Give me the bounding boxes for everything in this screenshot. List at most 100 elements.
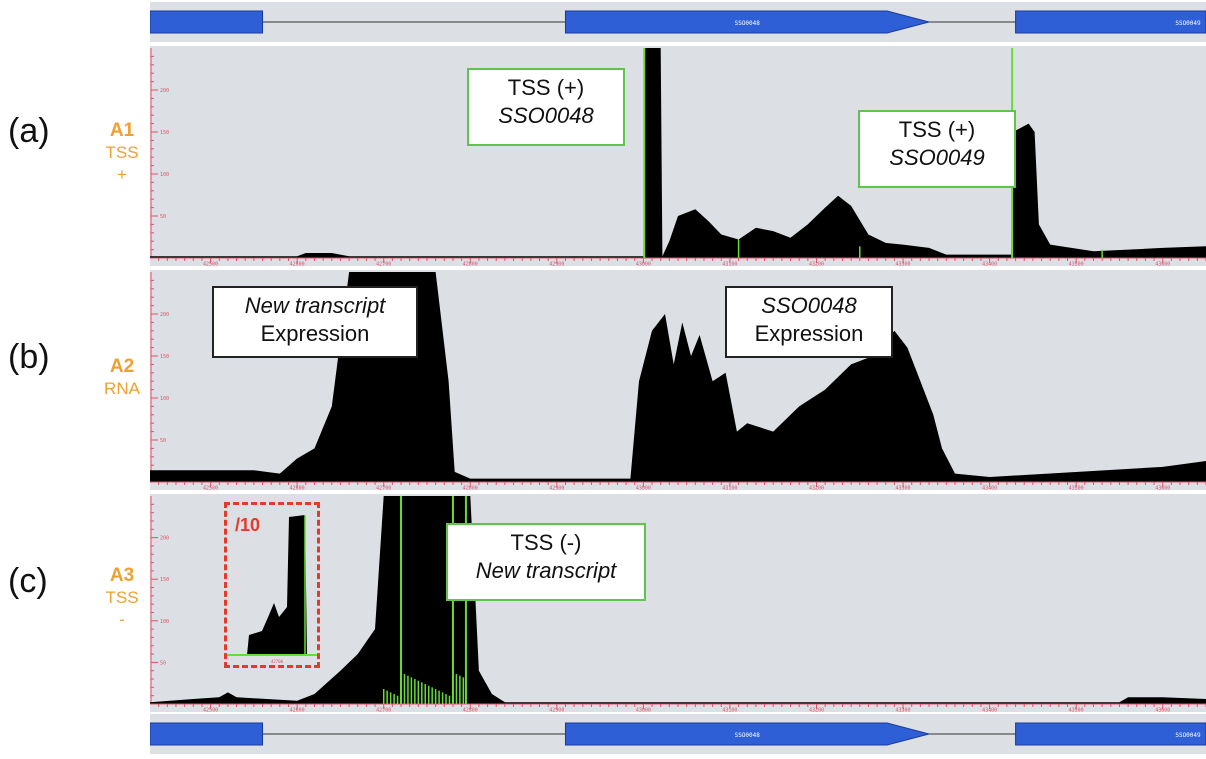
y-tick-label: 50 xyxy=(160,438,166,444)
track-sub-a2: RNA xyxy=(104,379,140,398)
annotation-line1: TSS (+) xyxy=(507,75,585,100)
gene-block xyxy=(149,722,264,746)
y-tick-label: 100 xyxy=(160,619,169,625)
annotation-tss-sso0048: TSS (+) SSO0048 xyxy=(467,68,625,146)
inset-scale-label: /10 xyxy=(235,515,261,535)
annotation-sso0048-expression: SSO0048 Expression xyxy=(725,286,893,358)
track-sign-a3: - xyxy=(119,610,125,629)
annotation-line2: Expression xyxy=(260,321,370,346)
x-tick-label: 43300 xyxy=(896,262,911,267)
x-tick-label: 43300 xyxy=(896,708,911,713)
x-tick-label: 43000 xyxy=(636,708,651,713)
x-tick-label: 43100 xyxy=(722,262,737,267)
inset-svg: 42700 xyxy=(227,515,317,664)
track-id-a1: A1 xyxy=(109,120,135,141)
gene-track-top: SSO0048 SSO0049 xyxy=(149,2,1206,42)
gene-track-top-svg: SSO0048 SSO0049 xyxy=(149,10,1206,34)
x-tick-label: 43600 xyxy=(1155,262,1170,267)
track-label-a1: A1 TSS + xyxy=(96,120,148,186)
y-tick-label: 150 xyxy=(160,577,169,583)
x-tick-label: 43400 xyxy=(982,486,997,491)
x-tick-label: 43000 xyxy=(636,262,651,267)
x-tick-label: 42800 xyxy=(463,486,478,491)
annotation-line1: New transcript xyxy=(244,293,386,318)
annotation-line1: TSS (-) xyxy=(510,530,582,555)
gene-block xyxy=(1015,10,1206,34)
x-tick-label: 42900 xyxy=(549,262,564,267)
x-tick-label: 43200 xyxy=(809,262,824,267)
x-tick-label: 42600 xyxy=(290,708,305,713)
gene-label: SSO0048 xyxy=(735,20,761,27)
x-tick-label: 43200 xyxy=(809,708,824,713)
x-tick-label: 43500 xyxy=(1069,262,1084,267)
annotation-line2: SSO0048 xyxy=(498,103,594,128)
annotation-tss-sso0049: TSS (+) SSO0049 xyxy=(858,110,1016,188)
gene-block xyxy=(149,10,264,34)
gene-label: SSO0048 xyxy=(735,732,761,739)
track-a1: 50 100 150 200 42500 42600 42700 42800 42900 4300… xyxy=(150,46,1206,266)
annotation-tss-minus: TSS (-) New transcript xyxy=(446,523,646,601)
x-tick-label: 42500 xyxy=(203,708,218,713)
track-a3-svg: 50 100 150 200 42500 42600 42700 42800 42900 4300… xyxy=(150,496,1206,713)
x-tick-label: 43100 xyxy=(722,486,737,491)
annotation-line1: SSO0048 xyxy=(761,293,857,318)
coverage-area xyxy=(150,48,1206,258)
gene-arrow xyxy=(564,10,931,34)
y-tick-label: 50 xyxy=(160,660,166,666)
track-a1-svg: 50 100 150 200 42500 42600 42700 42800 42900 4300… xyxy=(150,48,1206,267)
x-tick-label: 43600 xyxy=(1155,708,1170,713)
x-tick-label: 42500 xyxy=(203,262,218,267)
x-tick-label: 43400 xyxy=(982,708,997,713)
x-tick-label: 43100 xyxy=(722,708,737,713)
gene-track-bottom-svg: SSO0048 SSO0049 xyxy=(149,722,1206,746)
inset-scaled-view: 42700 /10 xyxy=(224,502,320,668)
inset-x-tick-label: 42700 xyxy=(271,659,284,664)
y-tick-label: 200 xyxy=(160,536,169,542)
gene-track-bottom: SSO0048 SSO0049 xyxy=(149,714,1206,754)
x-tick-label: 43600 xyxy=(1155,486,1170,491)
coverage-area xyxy=(150,496,1206,704)
x-tick-label: 42900 xyxy=(549,486,564,491)
x-tick-label: 42600 xyxy=(290,262,305,267)
x-tick-label: 42700 xyxy=(376,708,391,713)
panel-letter-a: (a) xyxy=(8,112,50,150)
track-sub-a1: TSS xyxy=(105,143,139,162)
x-tick-label: 42800 xyxy=(463,708,478,713)
track-a3: 50 100 150 200 42500 42600 42700 42800 42900 4300… xyxy=(150,494,1206,712)
panel-letter-c: (c) xyxy=(8,562,48,600)
gene-block xyxy=(1015,722,1206,746)
track-id-a2: A2 xyxy=(109,356,135,377)
annotation-line2: New transcript xyxy=(475,558,617,583)
gene-arrow xyxy=(564,722,931,746)
y-tick-label: 50 xyxy=(160,214,166,220)
y-tick-label: 200 xyxy=(160,312,169,318)
y-tick-label: 100 xyxy=(160,396,169,402)
panel-letter-b: (b) xyxy=(8,338,50,376)
y-tick-label: 100 xyxy=(160,172,169,178)
annotation-new-transcript-expression: New transcript Expression xyxy=(212,286,418,358)
track-sign-a1: + xyxy=(117,165,127,184)
y-tick-label: 150 xyxy=(160,354,169,360)
x-tick-label: 43500 xyxy=(1069,708,1084,713)
track-label-a2: A2 RNA xyxy=(96,356,148,400)
annotation-line2: Expression xyxy=(754,321,864,346)
track-sub-a3: TSS xyxy=(105,588,139,607)
y-tick-label: 150 xyxy=(160,130,169,136)
x-tick-label: 42500 xyxy=(203,486,218,491)
x-tick-label: 43400 xyxy=(982,262,997,267)
y-tick-label: 200 xyxy=(160,88,169,94)
x-tick-label: 42600 xyxy=(290,486,305,491)
inset-area xyxy=(247,515,307,655)
x-tick-label: 42700 xyxy=(376,486,391,491)
x-tick-label: 43000 xyxy=(636,486,651,491)
x-tick-label: 42900 xyxy=(549,708,564,713)
track-label-a3: A3 TSS - xyxy=(96,565,148,631)
x-tick-label: 42700 xyxy=(376,262,391,267)
x-tick-label: 43300 xyxy=(896,486,911,491)
x-tick-label: 43200 xyxy=(809,486,824,491)
annotation-line2: SSO0049 xyxy=(889,145,985,170)
track-id-a3: A3 xyxy=(109,565,135,586)
gene-label: SSO0049 xyxy=(1175,20,1201,27)
gene-label: SSO0049 xyxy=(1175,732,1201,739)
annotation-line1: TSS (+) xyxy=(898,117,976,142)
